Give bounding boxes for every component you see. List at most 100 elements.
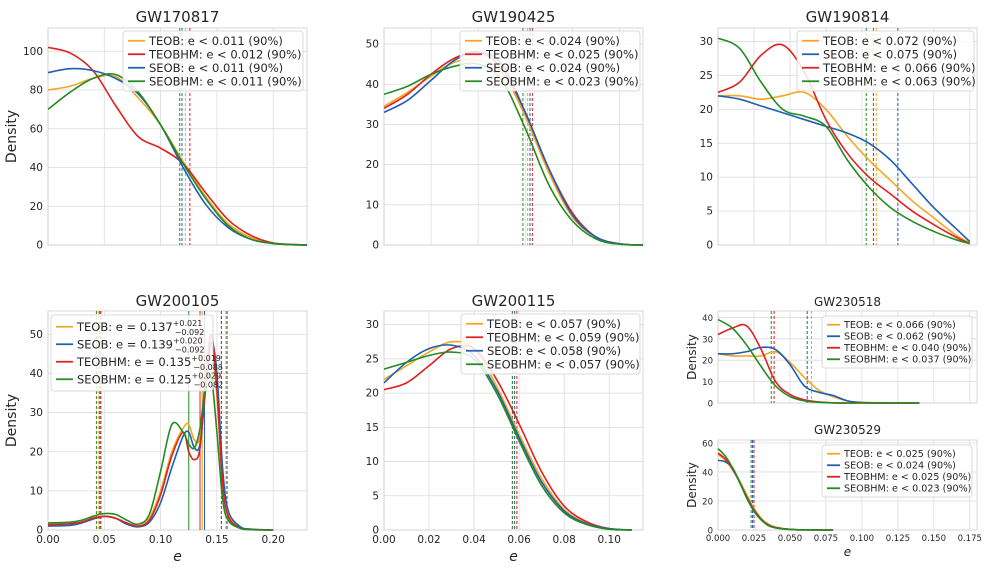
y-tick-label: 20 (702, 357, 713, 367)
density-curve-teobhm (383, 344, 632, 531)
x-tick-label: 0.08 (552, 534, 575, 546)
legend-entry-seob: SEOB: e < 0.024 (90%) (486, 61, 620, 75)
legend-box (459, 30, 641, 92)
plot-frame (383, 27, 644, 246)
density-curve-seobhm (717, 37, 971, 245)
y-tick-label: 5 (372, 490, 379, 502)
legend-entry-seobhm: SEOBHM: e = 0.125+0.029 −0.082 (77, 371, 223, 389)
legend: TEOB: e < 0.011 (90%)TEOBHM: e < 0.012 (… (122, 30, 304, 92)
panel-gw200115: 0 5 10 15 20 25 30 0.00 0.02 0.04 0.06 0.08 0.10 GW20… (366, 292, 644, 565)
density-curve-seobhm (717, 448, 834, 531)
y-tick-label: 10 (30, 485, 43, 497)
x-tick-label: 0.10 (598, 534, 621, 546)
y-axis-label: Density (685, 334, 699, 380)
legend-entry-teob: TEOB: e < 0.057 (90%) (486, 317, 621, 331)
y-tick-label: 30 (366, 319, 379, 331)
density-curve-seobhm (47, 373, 274, 531)
density-curve-teob (717, 91, 971, 244)
y-tick-label: 100 (23, 46, 43, 58)
panel-title: GW230529 (814, 423, 881, 437)
y-tick-label: 20 (30, 446, 43, 458)
y-tick-label: 25 (700, 70, 713, 82)
legend-entry-seob: SEOB: e = 0.139+0.020 −0.092 (77, 336, 205, 354)
x-tick-label: 0.06 (507, 534, 531, 546)
x-tick-label: 0.050 (778, 534, 802, 544)
y-tick-label: 40 (30, 368, 43, 380)
y-tick-label: 0 (36, 240, 43, 252)
y-tick-label: 10 (700, 172, 713, 184)
legend: TEOB: e < 0.066 (90%)SEOB: e < 0.062 (90… (821, 315, 973, 369)
y-tick-label: 30 (30, 407, 43, 419)
density-curve-teobhm (717, 43, 971, 245)
y-tick-label: 15 (366, 422, 379, 434)
plot-frame (47, 310, 308, 531)
panel-gw230518: 0 10 20 30 40 GW230518 Density TEOB: e < 0.066 … (685, 295, 978, 410)
legend-entry-seobhm: SEOBHM: e < 0.023 (90%) (844, 484, 971, 495)
legend-entry-teob: TEOB: e < 0.066 (90%) (843, 320, 956, 331)
y-tick-label: 30 (702, 335, 713, 345)
x-tick-label: 0.05 (93, 534, 116, 546)
x-tick-label: 0.100 (850, 534, 874, 544)
panel-gw190425: 0 10 20 30 40 50 GW190425 TEOB: e < 0.024 (90%)… (366, 8, 644, 252)
panel-gw170817: 0 20 40 60 80 100 GW170817 Density TEOB: e < 0.0… (4, 8, 308, 252)
legend: TEOB: e < 0.025 (90%)SEOB: e < 0.024 (90… (821, 444, 973, 498)
density-curve-seobhm (47, 72, 308, 246)
y-tick-label: 30 (700, 36, 713, 48)
density-curve-seobhm (383, 62, 644, 246)
legend-entry-teobhm: TEOBHM: e < 0.066 (90%) (822, 61, 975, 75)
y-tick-label: 40 (30, 162, 43, 174)
y-tick-label: 0 (372, 525, 379, 537)
y-tick-label: 0 (706, 240, 713, 252)
y-tick-label: 20 (702, 497, 713, 507)
panel-title: GW200105 (136, 292, 220, 310)
y-tick-label: 20 (700, 104, 713, 116)
density-curve-seobhm (383, 351, 632, 531)
legend-entry-seobhm: SEOBHM: e < 0.011 (90%) (149, 74, 302, 88)
x-tick-label: 0.150 (922, 534, 946, 544)
legend-entry-seobhm: SEOBHM: e < 0.023 (90%) (486, 74, 639, 88)
x-axis-label: e (509, 549, 518, 565)
x-tick-label: 0.175 (958, 534, 982, 544)
y-tick-label: 20 (366, 159, 379, 171)
x-axis-label: e (844, 545, 851, 559)
y-tick-label: 20 (30, 201, 43, 213)
legend-entry-teob: TEOB: e < 0.024 (90%) (485, 34, 620, 48)
panel-gw200105: 0 10 20 30 40 50 0.00 0.05 0.10 0.15 0.20 GW200105 D… (4, 292, 308, 565)
panel-title: GW200115 (472, 292, 556, 310)
plot-frame (717, 27, 978, 246)
y-tick-label: 20 (366, 388, 379, 400)
y-tick-label: 50 (30, 329, 43, 341)
density-curve-seobhm (717, 318, 920, 404)
x-tick-label: 0.000 (706, 534, 730, 544)
legend-entry-seobhm: SEOBHM: e < 0.057 (90%) (487, 357, 640, 371)
y-tick-label: 0 (372, 240, 379, 252)
x-tick-label: 0.04 (462, 534, 486, 546)
y-tick-label: 0 (708, 400, 713, 410)
y-tick-label: 25 (366, 353, 379, 365)
panel-gw230529: 0 20 40 60 0.000 0.025 0.050 0.075 0.100 0.125 0.1… (685, 423, 982, 559)
y-tick-label: 10 (366, 199, 379, 211)
legend-entry-teobhm: TEOBHM: e < 0.012 (90%) (148, 47, 301, 61)
legend-entry-teob: TEOB: e < 0.025 (90%) (843, 449, 956, 460)
y-tick-label: 10 (702, 378, 713, 388)
y-tick-label: 40 (702, 314, 713, 324)
x-tick-label: 0.15 (205, 534, 228, 546)
panel-gw190814: 0 5 10 15 20 25 30 GW190814 TEOB: e < 0.072 (90%… (700, 8, 978, 252)
y-tick-label: 30 (366, 119, 379, 131)
x-tick-label: 0.125 (886, 534, 910, 544)
panel-title: GW230518 (814, 295, 881, 309)
y-tick-label: 80 (30, 85, 43, 97)
y-axis-label: Density (4, 110, 20, 163)
y-tick-label: 0 (708, 527, 713, 537)
legend-entry-teob: TEOB: e < 0.011 (90%) (148, 34, 283, 48)
x-tick-label: 0.10 (149, 534, 172, 546)
y-tick-label: 40 (366, 79, 379, 91)
legend-entry-teobhm: TEOBHM: e < 0.059 (90%) (486, 330, 639, 344)
x-tick-label: 0.00 (372, 534, 395, 546)
legend-entry-teobhm: TEOBHM: e = 0.135+0.019 −0.088 (76, 354, 223, 372)
legend-entry-seob: SEOB: e < 0.011 (90%) (149, 61, 283, 75)
legend-box (460, 313, 641, 375)
x-tick-label: 0.02 (417, 534, 440, 546)
